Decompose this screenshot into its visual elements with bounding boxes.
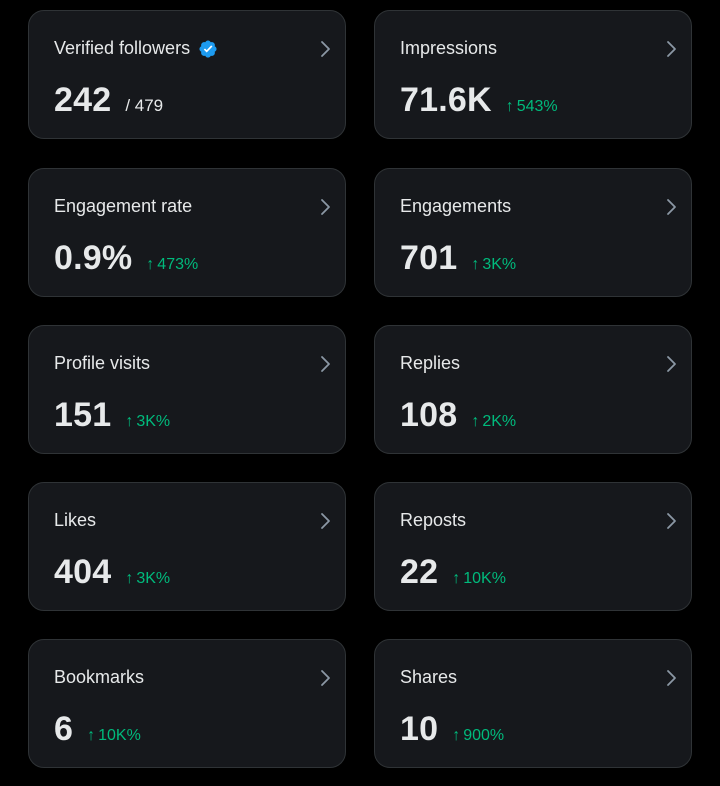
change-value: 473% bbox=[157, 256, 199, 273]
card-verified-followers[interactable]: Verified followers 242 / 479 bbox=[28, 10, 346, 139]
metric-value: 404 bbox=[54, 553, 112, 591]
metric-total: / 479 bbox=[125, 96, 164, 115]
card-label-wrap: Reposts bbox=[400, 510, 466, 531]
change-value: 3K% bbox=[136, 413, 171, 430]
chevron-right-icon bbox=[667, 41, 676, 57]
card-label-wrap: Shares bbox=[400, 667, 457, 688]
card-label: Likes bbox=[54, 510, 97, 530]
card-label-wrap: Bookmarks bbox=[54, 667, 144, 688]
card-impressions[interactable]: Impressions 71.6K ↑ 543% bbox=[374, 10, 692, 139]
card-label: Replies bbox=[400, 353, 461, 373]
change-indicator: ↑ 900% bbox=[452, 727, 504, 745]
change-indicator: ↑ 543% bbox=[506, 98, 558, 116]
value-row: 151 ↑ 3K% bbox=[54, 396, 170, 435]
metric-value: 0.9% bbox=[54, 239, 133, 277]
change-indicator: ↑ 3K% bbox=[125, 570, 170, 588]
value-row: 404 ↑ 3K% bbox=[54, 553, 170, 592]
card-label: Verified followers bbox=[54, 38, 191, 58]
arrow-up-icon: ↑ bbox=[471, 413, 480, 430]
metric-value: 10 bbox=[400, 710, 439, 748]
metric-value: 71.6K bbox=[400, 81, 492, 119]
value-row: 242 / 479 bbox=[54, 81, 163, 120]
change-indicator: ↑ 2K% bbox=[471, 413, 516, 431]
chevron-right-icon bbox=[321, 199, 330, 215]
card-label: Engagements bbox=[400, 196, 512, 216]
card-label-wrap: Impressions bbox=[400, 38, 497, 59]
change-indicator: ↑ 10K% bbox=[87, 727, 141, 745]
change-indicator: ↑ 3K% bbox=[125, 413, 170, 431]
verified-badge-icon bbox=[199, 39, 217, 58]
change-value: 10K% bbox=[463, 570, 506, 587]
arrow-up-icon: ↑ bbox=[146, 256, 155, 273]
chevron-right-icon bbox=[667, 199, 676, 215]
value-row: 6 ↑ 10K% bbox=[54, 710, 141, 749]
chevron-right-icon bbox=[321, 670, 330, 686]
change-indicator: ↑ 10K% bbox=[452, 570, 506, 588]
card-label-wrap: Verified followers bbox=[54, 38, 218, 59]
change-indicator: ↑ 473% bbox=[146, 256, 198, 274]
card-engagement-rate[interactable]: Engagement rate 0.9% ↑ 473% bbox=[28, 168, 346, 297]
card-label-wrap: Profile visits bbox=[54, 353, 150, 374]
change-value: 543% bbox=[516, 98, 558, 115]
arrow-up-icon: ↑ bbox=[505, 98, 514, 115]
card-label: Shares bbox=[400, 667, 458, 687]
arrow-up-icon: ↑ bbox=[87, 727, 96, 744]
value-row: 71.6K ↑ 543% bbox=[400, 81, 558, 120]
value-row: 0.9% ↑ 473% bbox=[54, 239, 198, 278]
chevron-right-icon bbox=[321, 356, 330, 372]
card-label: Reposts bbox=[400, 510, 467, 530]
arrow-up-icon: ↑ bbox=[471, 256, 480, 273]
chevron-right-icon bbox=[321, 41, 330, 57]
card-label-wrap: Engagements bbox=[400, 196, 511, 217]
metric-value: 701 bbox=[400, 239, 458, 277]
value-row: 22 ↑ 10K% bbox=[400, 553, 506, 592]
metric-value: 6 bbox=[54, 710, 74, 748]
metric-value: 108 bbox=[400, 396, 458, 434]
chevron-right-icon bbox=[667, 356, 676, 372]
card-reposts[interactable]: Reposts 22 ↑ 10K% bbox=[374, 482, 692, 611]
card-label: Profile visits bbox=[54, 353, 151, 373]
card-engagements[interactable]: Engagements 701 ↑ 3K% bbox=[374, 168, 692, 297]
card-bookmarks[interactable]: Bookmarks 6 ↑ 10K% bbox=[28, 639, 346, 768]
value-row: 10 ↑ 900% bbox=[400, 710, 504, 749]
value-row: 701 ↑ 3K% bbox=[400, 239, 516, 278]
value-row: 108 ↑ 2K% bbox=[400, 396, 516, 435]
card-label: Engagement rate bbox=[54, 196, 193, 216]
card-likes[interactable]: Likes 404 ↑ 3K% bbox=[28, 482, 346, 611]
card-label-wrap: Likes bbox=[54, 510, 96, 531]
chevron-right-icon bbox=[321, 513, 330, 529]
metric-value: 151 bbox=[54, 396, 112, 434]
change-indicator: ↑ 3K% bbox=[471, 256, 516, 274]
arrow-up-icon: ↑ bbox=[452, 727, 461, 744]
change-value: 3K% bbox=[136, 570, 171, 587]
arrow-up-icon: ↑ bbox=[125, 570, 134, 587]
change-value: 2K% bbox=[482, 413, 517, 430]
arrow-up-icon: ↑ bbox=[125, 413, 134, 430]
metric-value: 242 bbox=[54, 81, 112, 119]
card-label: Bookmarks bbox=[54, 667, 145, 687]
chevron-right-icon bbox=[667, 670, 676, 686]
change-value: 3K% bbox=[482, 256, 517, 273]
card-label-wrap: Engagement rate bbox=[54, 196, 192, 217]
card-label-wrap: Replies bbox=[400, 353, 460, 374]
card-replies[interactable]: Replies 108 ↑ 2K% bbox=[374, 325, 692, 454]
metric-value: 22 bbox=[400, 553, 439, 591]
change-value: 10K% bbox=[98, 727, 141, 744]
card-profile-visits[interactable]: Profile visits 151 ↑ 3K% bbox=[28, 325, 346, 454]
chevron-right-icon bbox=[667, 513, 676, 529]
card-label: Impressions bbox=[400, 38, 498, 58]
card-shares[interactable]: Shares 10 ↑ 900% bbox=[374, 639, 692, 768]
change-value: 900% bbox=[463, 727, 505, 744]
arrow-up-icon: ↑ bbox=[452, 570, 461, 587]
